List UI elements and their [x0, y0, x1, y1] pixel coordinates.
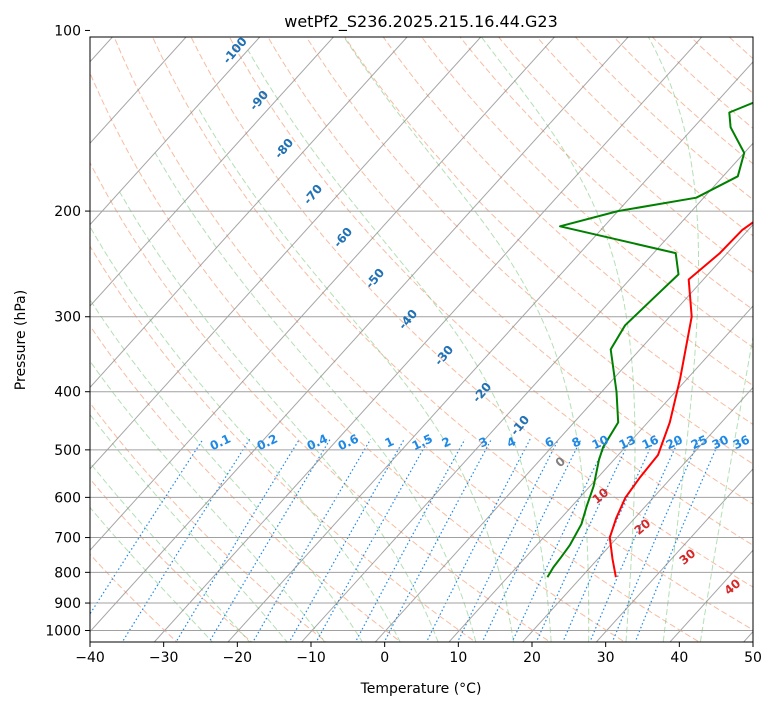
sounding-series: [546, 101, 753, 578]
moist-adiabat-line: [90, 506, 214, 642]
mixing-ratio-line: [383, 438, 492, 642]
x-tick-label: −30: [149, 650, 179, 666]
dry-adiabat-line: [90, 71, 626, 642]
dry-adiabats: [90, 37, 753, 642]
y-tick-label: 200: [54, 204, 81, 220]
isotherm-line: [227, 61, 753, 642]
x-tick-label: 40: [670, 650, 688, 666]
moist-adiabat-line: [154, 152, 477, 642]
dry-adiabat-line: [90, 478, 253, 642]
dry-adiabat-line: [267, 37, 753, 505]
mixing-ratio-line: [208, 438, 331, 642]
mixing-ratio-line: [288, 438, 405, 642]
isotherm-line: [90, 37, 408, 389]
x-tick-label: −10: [296, 650, 326, 666]
mixing-ratio-label: 30: [710, 433, 731, 453]
dry-adiabat-line: [152, 37, 753, 631]
mixing-ratio-label: 16: [640, 433, 661, 453]
isotherm-line: [153, 37, 703, 642]
plot-area: -100-90-80-70-60-50-40-30-20-100.1 0.2 0.4…: [90, 37, 753, 642]
x-tick-label: 50: [744, 650, 762, 666]
dry-adiabat-line: [459, 37, 753, 311]
y-tick-label: 900: [54, 596, 81, 612]
dry-adiabat-line: [190, 37, 753, 588]
moist-adiabat-line: [119, 191, 439, 642]
y-axis-label: Pressure (hPa): [13, 290, 29, 390]
plot-frame: [89, 36, 754, 643]
mixing-ratio-line: [589, 438, 680, 642]
mixing-ratio-line: [90, 438, 204, 616]
isotherm-line: [374, 223, 753, 642]
moist-adiabat-line: [90, 226, 401, 642]
mixing-ratio-label: 20: [664, 433, 685, 453]
x-axis-ticks: −40 −30 −20 −10 0 10 20 30 40 50: [75, 642, 762, 666]
y-tick-label: 800: [54, 565, 81, 581]
dry-adiabat-line: [113, 37, 701, 642]
temperature-trace: [608, 221, 753, 578]
mixing-ratio-label: 10: [590, 433, 611, 453]
moist-adiabat-line: [343, 37, 590, 642]
mixing-ratio-line: [456, 438, 560, 642]
moist-adiabat-line: [699, 334, 753, 642]
mixing-ratio-label: 25: [689, 433, 710, 453]
isotherms: [90, 37, 753, 642]
isotherm-line: [448, 305, 753, 642]
dry-adiabat-line: [90, 245, 477, 642]
dewpoint-trace: [546, 101, 753, 578]
moist-adiabat-line: [480, 37, 636, 642]
x-tick-label: 10: [449, 650, 467, 666]
y-tick-label: 700: [54, 531, 81, 547]
isotherm-line: [90, 37, 629, 633]
y-tick-label: 600: [54, 490, 81, 506]
dry-adiabat-line: [90, 402, 328, 642]
dry-adiabat-line: [382, 37, 753, 387]
x-tick-label: −40: [75, 650, 105, 666]
y-tick-label: 300: [54, 310, 81, 326]
isotherm-line: [521, 386, 753, 642]
isobars: [90, 210, 753, 631]
dry-adiabat-line: [90, 161, 551, 642]
mixing-ratio-label: 13: [617, 433, 638, 453]
x-tick-label: 30: [597, 650, 615, 666]
isotherm-line: [300, 142, 753, 642]
dry-adiabat-line: [305, 37, 753, 465]
x-axis-label: Temperature (°C): [360, 681, 482, 697]
y-tick-label: 100: [54, 23, 81, 39]
x-tick-label: 0: [380, 650, 389, 666]
chart-title: wetPf2_S236.2025.215.16.44.G23: [284, 12, 558, 32]
mixing-ratio-line: [175, 438, 301, 642]
isotherm-line: [90, 37, 482, 470]
isotherm-line: [595, 468, 753, 642]
mixing-ratio-label: 36: [731, 433, 752, 453]
y-axis-ticks: 100 200 300 400 500 600 700 800 900 1000: [45, 23, 90, 640]
mixing-ratio-line: [315, 438, 430, 642]
moist-adiabat-line: [197, 106, 515, 642]
moist-adiabats: [90, 37, 753, 642]
y-tick-label: 1000: [45, 624, 81, 640]
mixing-ratio-line: [535, 438, 631, 642]
x-tick-label: −20: [223, 650, 253, 666]
mixing-ratio-line: [252, 438, 372, 642]
mixing-ratio-line: [481, 438, 582, 642]
mixing-ratio-line: [511, 438, 609, 642]
y-tick-label: 400: [54, 385, 81, 401]
isotherm-line: [90, 37, 187, 144]
moist-adiabat-line: [247, 50, 552, 642]
y-tick-label: 500: [54, 443, 81, 459]
isotherm-line: [90, 37, 261, 226]
moist-adiabat-line: [647, 37, 699, 642]
moist-adiabat-line: [90, 462, 251, 642]
mixing-ratio-line: [354, 438, 466, 642]
x-tick-label: 20: [523, 650, 541, 666]
moist-adiabat-line: [90, 298, 363, 642]
isotherm-line: [90, 37, 556, 551]
isotherm-line: [90, 37, 335, 307]
dry-adiabat-line: [90, 324, 402, 642]
mixing-ratio-line: [425, 438, 531, 642]
